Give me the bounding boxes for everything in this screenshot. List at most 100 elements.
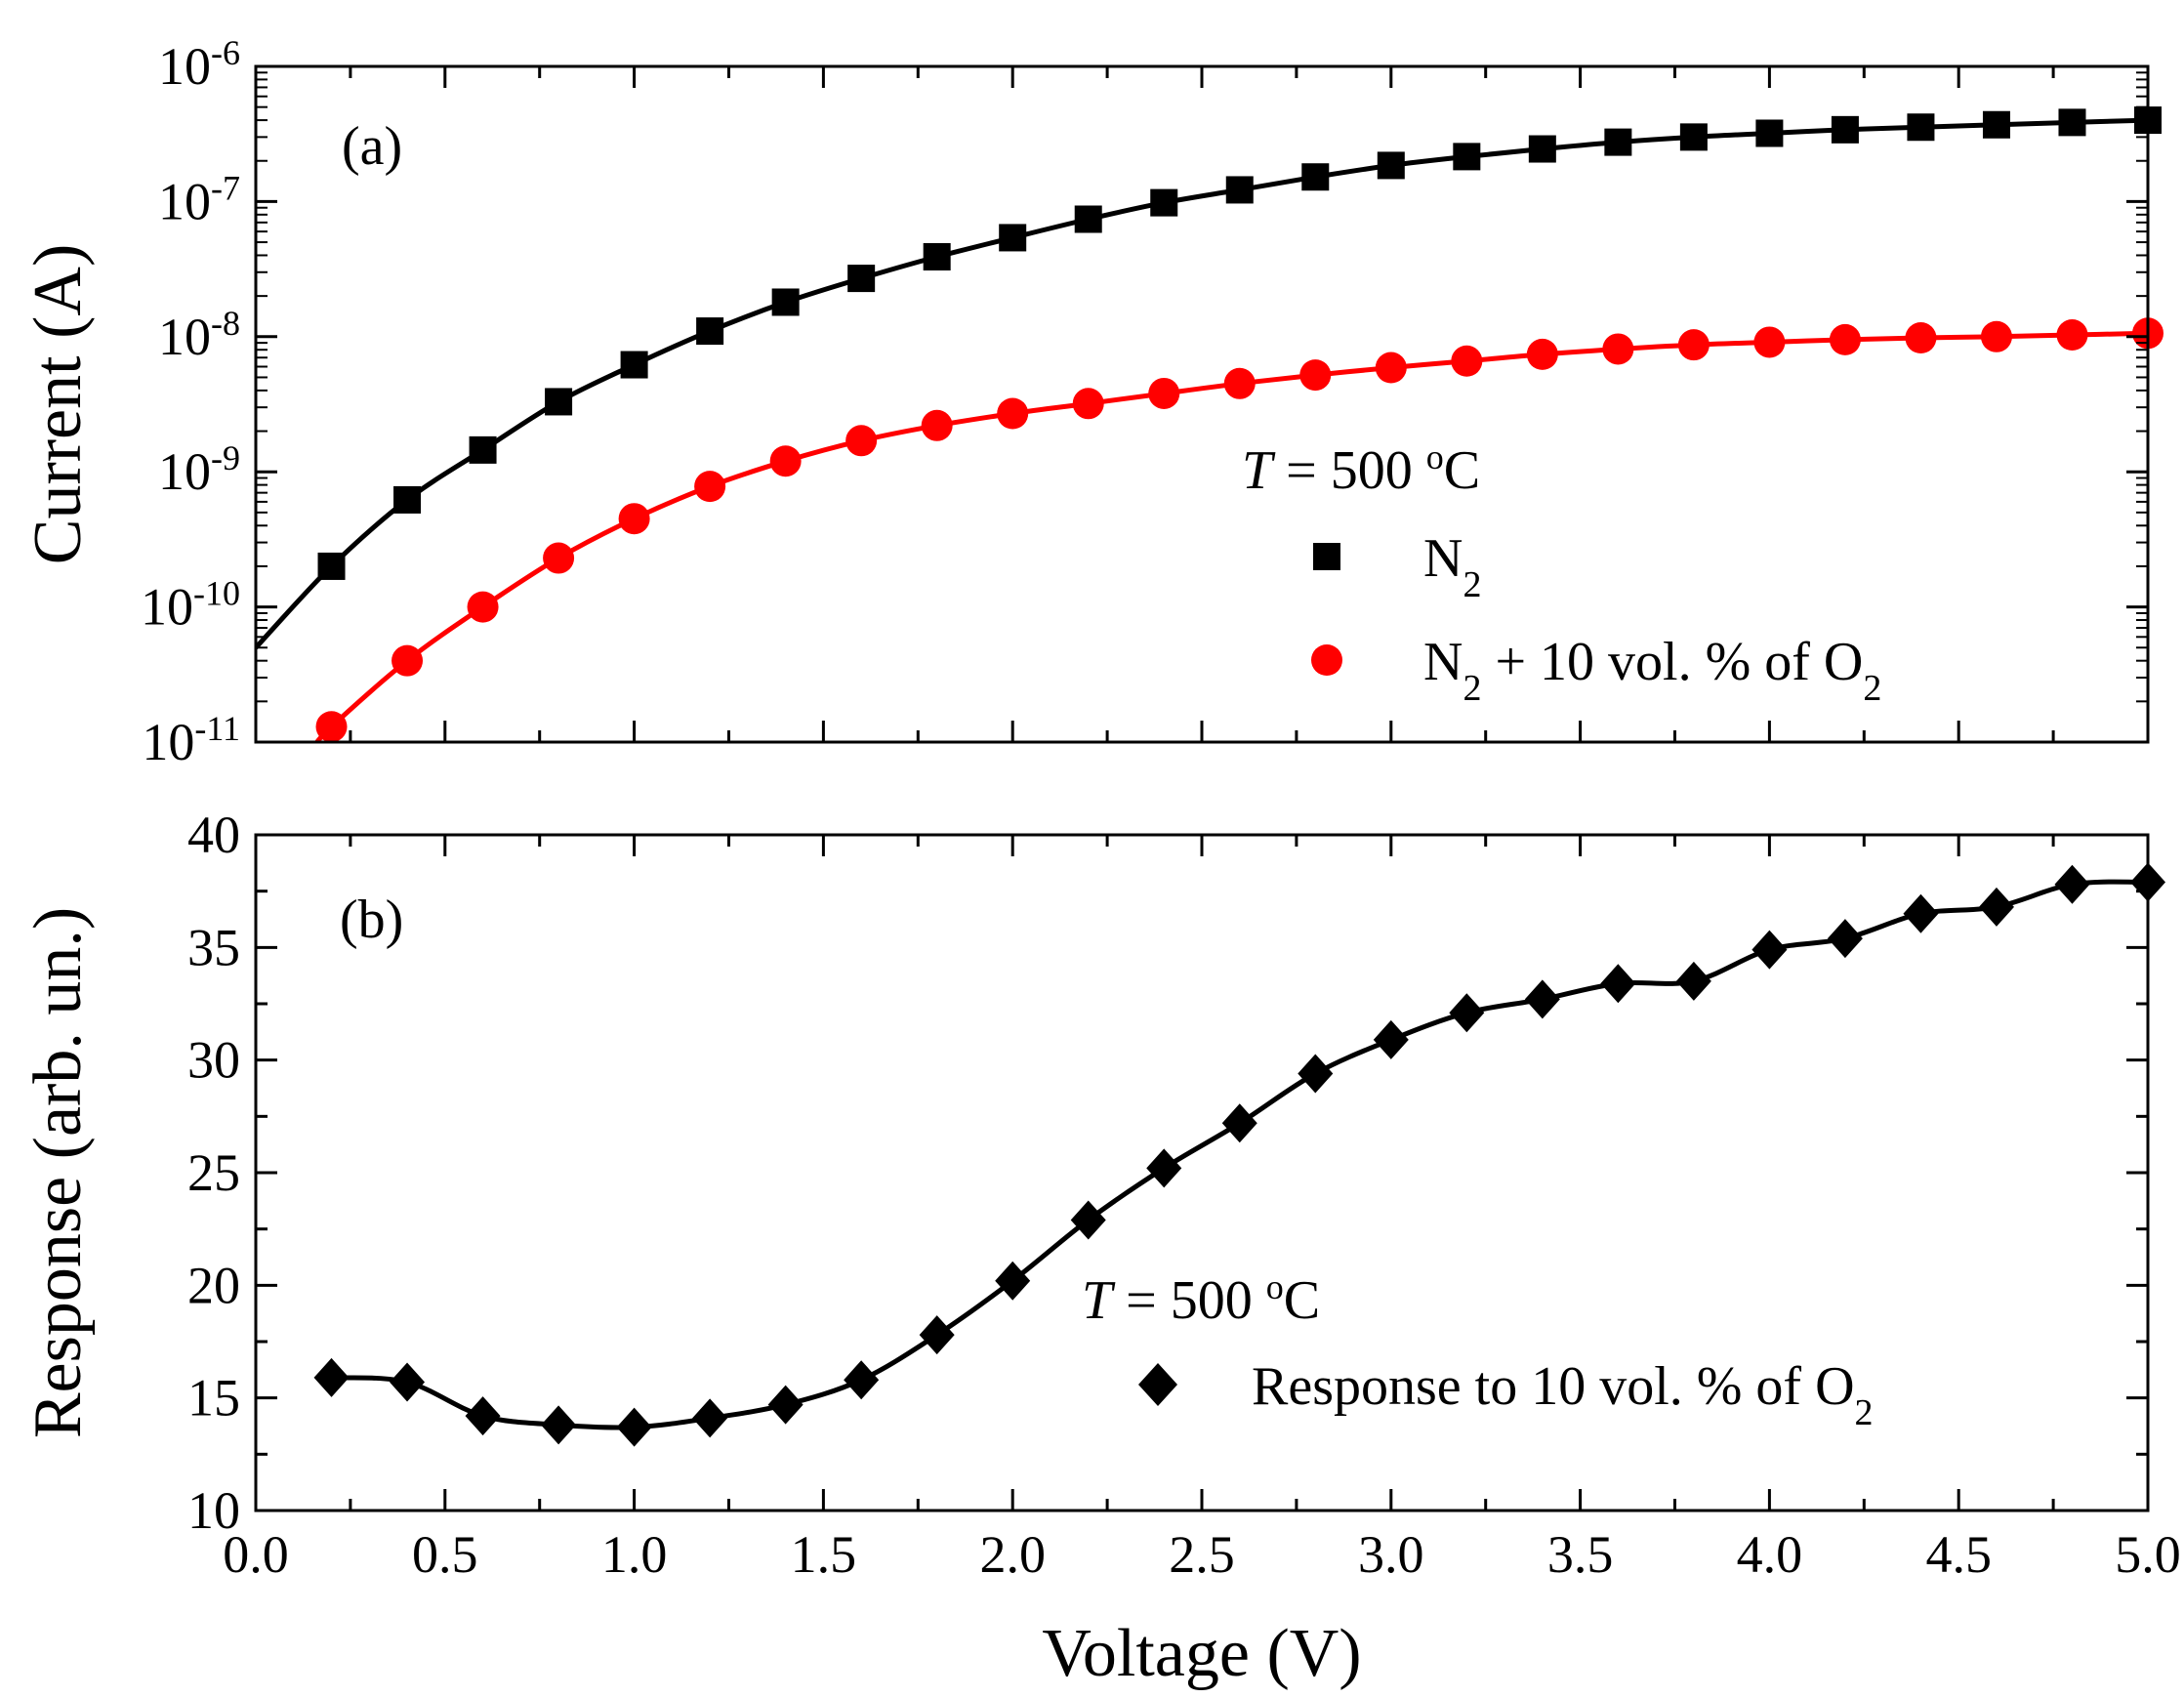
panel-b-legend: Response to 10 vol. % of O2 (1138, 1356, 1874, 1433)
x-tick-label: 5.0 (2115, 1525, 2181, 1584)
y-tick-label: 35 (187, 918, 240, 976)
panel-b-temperature-annotation: T = 500 oC (1082, 1267, 1320, 1331)
panel-a: 10-11 10-10 10-9 10-8 10-7 10-6 (a) Current (… (21, 33, 2163, 771)
data-point-diamond (1070, 1200, 1106, 1240)
y-tick-label: 40 (187, 806, 240, 864)
y-tick-label: 10-6 (158, 33, 240, 96)
data-point-square (1225, 176, 1254, 204)
data-point-square (1604, 128, 1632, 156)
y-tick-label: 10-7 (158, 168, 240, 230)
data-point-square (999, 224, 1027, 252)
data-point-circle (921, 409, 953, 441)
y-tick-label: 10-9 (158, 438, 240, 501)
data-point-circle (1677, 329, 1710, 361)
x-tick-label: 0.0 (223, 1525, 289, 1584)
panel-b-y-axis-title: Response (arb. un.) (21, 907, 96, 1438)
data-point-square (1150, 188, 1178, 217)
data-point-circle (1905, 322, 1937, 354)
panel-a-frame (254, 64, 2150, 744)
data-point-circle (2056, 319, 2088, 352)
data-point-square (1301, 163, 1330, 191)
panel-b: 0.0 0.5 1.0 1.5 2.0 2.5 3.0 3.5 4.0 4.5 5.0 10 15 20… (21, 806, 2181, 1691)
legend-label-response: Response to 10 vol. % of O2 (1252, 1356, 1874, 1433)
y-tick-label: 30 (187, 1031, 240, 1090)
panel-a-label: (a) (342, 116, 402, 177)
x-tick-label: 2.0 (979, 1525, 1046, 1584)
data-point-circle (543, 542, 575, 574)
y-tick-label: 25 (187, 1143, 240, 1202)
temperature-value: = 500 (1112, 1270, 1266, 1331)
temperature-symbol: T (1082, 1270, 1116, 1331)
legend-marker-circle (1311, 644, 1342, 676)
data-point-square (923, 242, 951, 270)
data-point-diamond (465, 1396, 501, 1436)
data-point-diamond (1373, 1019, 1409, 1059)
y-tick-label: 10-10 (141, 574, 240, 637)
data-point-circle (1526, 338, 1558, 370)
data-point-diamond (919, 1315, 955, 1355)
x-tick-label: 3.0 (1358, 1525, 1424, 1584)
temperature-value: = 500 (1272, 440, 1426, 501)
data-point-diamond (1298, 1054, 1334, 1094)
x-tick-label: 1.5 (791, 1525, 857, 1584)
data-point-square (696, 317, 724, 346)
data-point-diamond (2054, 864, 2090, 904)
data-point-diamond (1146, 1148, 1182, 1188)
data-point-diamond (767, 1385, 804, 1425)
data-point-square (1679, 123, 1708, 151)
legend-label-n2: N2 (1423, 528, 1481, 605)
panel-b-markers (313, 862, 2165, 1447)
data-point-circle (769, 445, 802, 477)
data-point-diamond (390, 1362, 426, 1402)
panel-b-x-ticks (254, 835, 2150, 1511)
data-point-square (1982, 110, 2010, 139)
panel-a-x-ticks (254, 66, 2150, 742)
data-point-circle (391, 644, 424, 677)
data-point-diamond (692, 1398, 728, 1438)
data-point-diamond (616, 1407, 652, 1447)
x-tick-label: 1.0 (601, 1525, 668, 1584)
data-point-square (771, 288, 800, 316)
panel-a-y-tick-labels: 10-11 10-10 10-9 10-8 10-7 10-6 (141, 33, 240, 771)
data-point-circle (1299, 359, 1332, 392)
x-tick-label: 0.5 (412, 1525, 478, 1584)
data-point-square (545, 388, 573, 416)
x-axis-title: Voltage (V) (1042, 1616, 1361, 1691)
data-point-square (1755, 119, 1784, 147)
data-point-circle (467, 591, 499, 623)
data-point-square (469, 435, 497, 464)
data-point-circle (1602, 333, 1634, 365)
panel-b-series-line (331, 879, 2148, 1430)
panel-b-x-tick-labels: 0.0 0.5 1.0 1.5 2.0 2.5 3.0 3.5 4.0 4.5 5.0 (223, 1525, 2181, 1584)
data-point-diamond (1903, 893, 1939, 933)
x-tick-label: 4.0 (1737, 1525, 1803, 1584)
y-tick-label: 10 (187, 1481, 240, 1540)
panel-a-series-lines (256, 117, 2148, 742)
legend-label-n2-o2: N2 + 10 vol. % of O2 (1423, 632, 1881, 709)
data-point-square (1528, 135, 1556, 163)
y-tick-label: 15 (187, 1369, 240, 1428)
data-point-circle (1072, 388, 1104, 420)
data-point-circle (315, 711, 348, 743)
data-point-circle (1148, 377, 1180, 409)
panel-a-legend: N2 N2 + 10 vol. % of O2 (1311, 528, 1881, 709)
data-point-circle (1451, 345, 1483, 377)
data-point-circle (694, 471, 726, 503)
data-point-diamond (313, 1357, 350, 1397)
panel-b-label: (b) (340, 890, 403, 950)
panel-a-y-ticks (256, 64, 2148, 744)
data-point-diamond (1751, 930, 1788, 970)
y-tick-label: 10-8 (158, 304, 240, 366)
data-point-square (1907, 113, 1935, 142)
data-point-square (1831, 115, 1859, 144)
data-point-square (317, 552, 346, 580)
temperature-symbol: T (1242, 440, 1276, 501)
data-point-circle (618, 503, 650, 535)
degree-sign: o (1266, 1267, 1284, 1306)
data-point-circle (1223, 367, 1256, 399)
data-point-diamond (1524, 979, 1560, 1019)
data-point-diamond (541, 1405, 577, 1445)
temperature-unit: C (1444, 440, 1480, 501)
degree-sign: o (1426, 437, 1444, 476)
data-point-diamond (1600, 964, 1636, 1004)
